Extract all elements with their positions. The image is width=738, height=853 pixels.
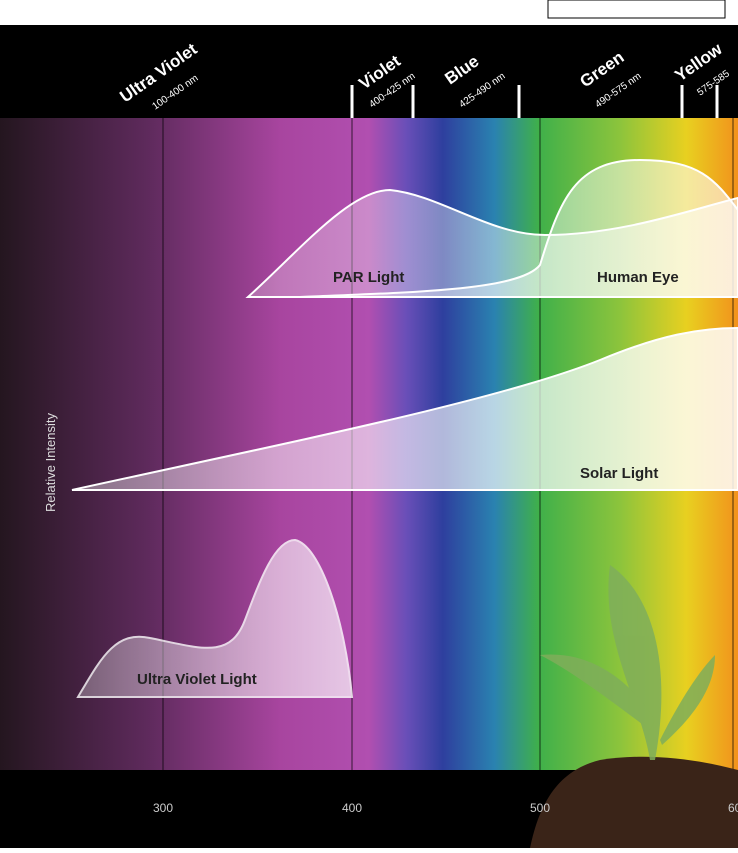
plant [540,565,715,760]
soil [530,756,738,848]
curve-label: Ultra Violet Light [137,671,257,688]
tick-label: 500 [530,801,550,815]
curves [71,158,738,698]
top-box [547,0,726,19]
top-band [0,25,738,118]
tick-label: 300 [153,801,173,815]
curve-label: Solar Light [580,465,658,482]
curve-label: PAR Light [333,269,404,286]
tick-label: 400 [342,801,362,815]
axis-ticks: 300 400 500 600 [153,801,738,815]
curve-label: Human Eye [597,269,679,286]
band-ticks [350,85,719,118]
axis-title: Relative Intensity [43,413,58,512]
curve-labels: PAR Light Human Eye Solar Light Ultra Vi… [137,269,679,688]
tick-label: 600 [728,801,738,815]
